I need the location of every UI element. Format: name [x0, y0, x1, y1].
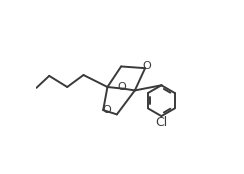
- Text: O: O: [142, 61, 151, 72]
- Text: Cl: Cl: [155, 116, 168, 129]
- Text: O: O: [118, 82, 126, 92]
- Text: O: O: [102, 105, 111, 115]
